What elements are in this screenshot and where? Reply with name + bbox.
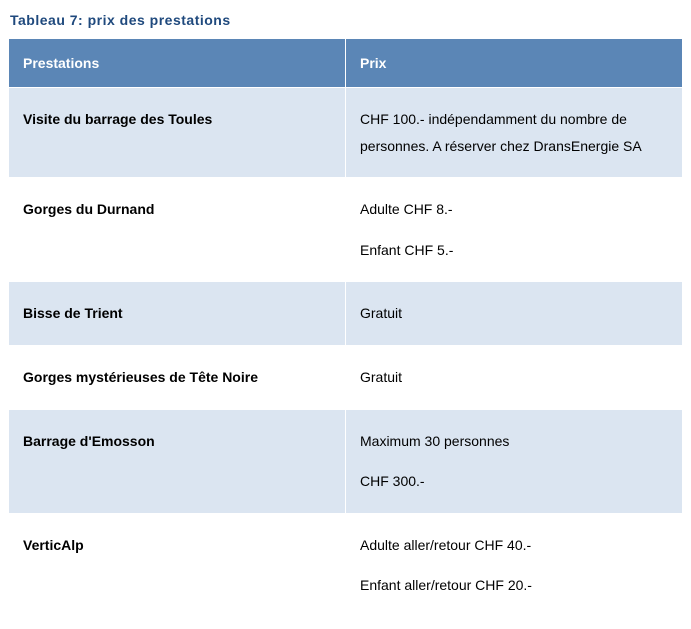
prestation-price: Maximum 30 personnes CHF 300.- [346, 409, 683, 513]
pricing-table: Prestations Prix Visite du barrage des T… [8, 38, 683, 618]
prestation-label: Visite du barrage des Toules [9, 88, 346, 178]
prestation-label: Gorges du Durnand [9, 178, 346, 282]
prestation-price: Adulte aller/retour CHF 40.- Enfant aller… [346, 513, 683, 617]
prestation-label: Barrage d'Emosson [9, 409, 346, 513]
table-body: Visite du barrage des Toules CHF 100.- in… [9, 88, 683, 618]
prestation-price: CHF 100.- indépendamment du nombre de pe… [346, 88, 683, 178]
prestation-price: Adulte CHF 8.- Enfant CHF 5.- [346, 178, 683, 282]
table-row: Gorges mystérieuses de Tête Noire Gratuit [9, 345, 683, 409]
price-line: CHF 300.- [360, 468, 668, 495]
table-caption: Tableau 7: prix des prestations [10, 12, 683, 28]
table-header-row: Prestations Prix [9, 39, 683, 88]
price-line: Enfant CHF 5.- [360, 237, 668, 264]
column-header-prix: Prix [346, 39, 683, 88]
price-line: Gratuit [360, 300, 668, 327]
prestation-label: Gorges mystérieuses de Tête Noire [9, 345, 346, 409]
table-row: Gorges du Durnand Adulte CHF 8.- Enfant CH… [9, 178, 683, 282]
column-header-prestations: Prestations [9, 39, 346, 88]
price-line: Enfant aller/retour CHF 20.- [360, 572, 668, 599]
prestation-price: Gratuit [346, 345, 683, 409]
price-line: Adulte aller/retour CHF 40.- [360, 532, 668, 559]
table-row: Bisse de Trient Gratuit [9, 282, 683, 346]
prestation-price: Gratuit [346, 282, 683, 346]
price-line: Adulte CHF 8.- [360, 196, 668, 223]
price-line: Gratuit [360, 364, 668, 391]
table-row: Barrage d'Emosson Maximum 30 personnes CHF… [9, 409, 683, 513]
price-line: Maximum 30 personnes [360, 428, 668, 455]
prestation-label: VerticAlp [9, 513, 346, 617]
price-line: CHF 100.- indépendamment du nombre de pe… [360, 106, 668, 159]
table-row: VerticAlp Adulte aller/retour CHF 40.- Enf… [9, 513, 683, 617]
prestation-label: Bisse de Trient [9, 282, 346, 346]
table-row: Visite du barrage des Toules CHF 100.- in… [9, 88, 683, 178]
